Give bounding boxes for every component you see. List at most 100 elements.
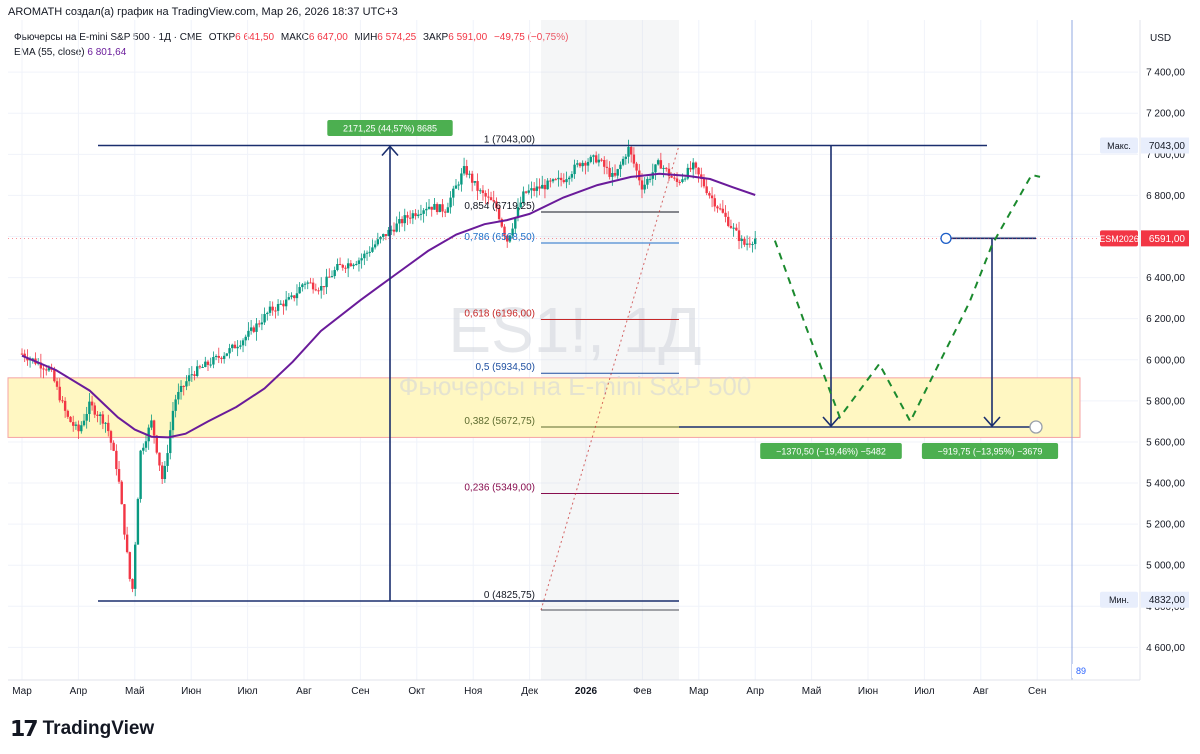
candle [379, 236, 382, 240]
candle [220, 357, 223, 359]
candle [492, 200, 495, 202]
candle [441, 204, 444, 212]
chart-legend: Фьючерсы на E-mini S&P 500 · 1Д · CME ОТ… [14, 30, 568, 60]
candle [247, 330, 250, 337]
line-handle[interactable] [1029, 420, 1043, 434]
candle [177, 391, 180, 400]
candle [689, 167, 692, 170]
ema-label[interactable]: EMA (55, close) [14, 47, 85, 58]
candle [298, 287, 301, 294]
candle [473, 181, 477, 183]
candle [516, 207, 520, 218]
price-tick-label: 5 200,00 [1146, 520, 1185, 531]
line-handle[interactable] [940, 232, 952, 245]
ema-line[interactable] [21, 172, 756, 439]
measure-label-down: −1370,50 (−19,46%) −5482 [776, 447, 886, 457]
support-zone[interactable] [7, 377, 1081, 438]
candle [740, 238, 743, 242]
candle [503, 226, 506, 236]
candle [244, 336, 247, 341]
measure-up-arrow-head [381, 145, 399, 157]
candle [705, 186, 708, 194]
candle [648, 178, 652, 180]
candle [74, 424, 78, 426]
candle [317, 290, 320, 292]
current-price-tag-bg [1100, 230, 1138, 247]
candle [554, 179, 557, 181]
candle [115, 450, 118, 470]
candle [128, 552, 132, 579]
candle [737, 230, 741, 242]
candle [26, 357, 29, 361]
max-price-tag-label: Макс. [1107, 141, 1131, 151]
candle [333, 270, 336, 277]
time-tick-label: Май [802, 686, 822, 697]
candle [104, 422, 107, 424]
candle [581, 162, 584, 167]
candle [301, 284, 304, 288]
candle [107, 422, 110, 432]
candle [500, 219, 504, 227]
candle [55, 381, 59, 387]
candle [748, 243, 752, 245]
candle [311, 282, 315, 290]
candle [365, 252, 369, 254]
max-price-tag-bg [1100, 137, 1138, 154]
candle [640, 180, 644, 190]
ema-value: 6 801,64 [87, 47, 127, 58]
candle [152, 420, 156, 436]
candle [530, 188, 533, 191]
candle [656, 160, 660, 165]
ema-row: EMA (55, close) 6 801,64 [14, 45, 568, 60]
candle [586, 161, 590, 166]
candle [90, 401, 94, 406]
candle [592, 155, 595, 157]
tradingview-logo[interactable]: 𝟭𝟳 TradingView [10, 716, 154, 742]
candle [444, 211, 447, 213]
measure-label-down-bg[interactable] [760, 443, 902, 459]
candle [465, 166, 468, 175]
candle [662, 167, 665, 169]
attribution: AROMATH создал(a) график на TradingView.… [8, 6, 398, 18]
candle [263, 314, 266, 323]
price-tick-label: 7 000,00 [1146, 150, 1185, 161]
time-tick-label: Сен [351, 686, 369, 697]
candle [541, 184, 544, 189]
candle [700, 174, 703, 179]
candle [174, 399, 177, 411]
time-tick-label: Июн [181, 686, 201, 697]
fib-trend-line[interactable] [540, 145, 680, 611]
candle [85, 414, 88, 421]
candle [134, 544, 137, 589]
candle [346, 263, 350, 269]
candle [495, 201, 498, 209]
candle [201, 366, 204, 368]
candle [702, 178, 706, 187]
candle [271, 306, 274, 311]
fib-level-label: 0,5 (5934,50) [476, 362, 536, 373]
candle [584, 162, 587, 166]
candle [249, 327, 253, 331]
fib-level-label: 0,236 (5349,00) [464, 483, 535, 494]
candle [578, 163, 582, 167]
candle [88, 401, 91, 415]
candle [50, 367, 53, 370]
price-tick-label: 7 400,00 [1146, 68, 1185, 79]
fib-level-label: 0,854 (6719,25) [464, 201, 535, 212]
candle [470, 173, 474, 183]
candle [187, 375, 191, 382]
candle [390, 229, 393, 231]
symbol-name[interactable]: Фьючерсы на E-mini S&P 500 · 1Д · CME [14, 32, 202, 43]
candle [371, 247, 374, 252]
candle [624, 156, 628, 159]
candle [435, 204, 439, 213]
candle [45, 369, 48, 371]
measure-label-up-bg[interactable] [327, 120, 453, 136]
measure-label-down-2-bg[interactable] [921, 443, 1059, 459]
projection-path[interactable] [773, 173, 1041, 424]
candle [406, 215, 409, 218]
candle [72, 422, 75, 426]
candle [605, 166, 609, 168]
time-tick-label: Сен [1028, 686, 1046, 697]
